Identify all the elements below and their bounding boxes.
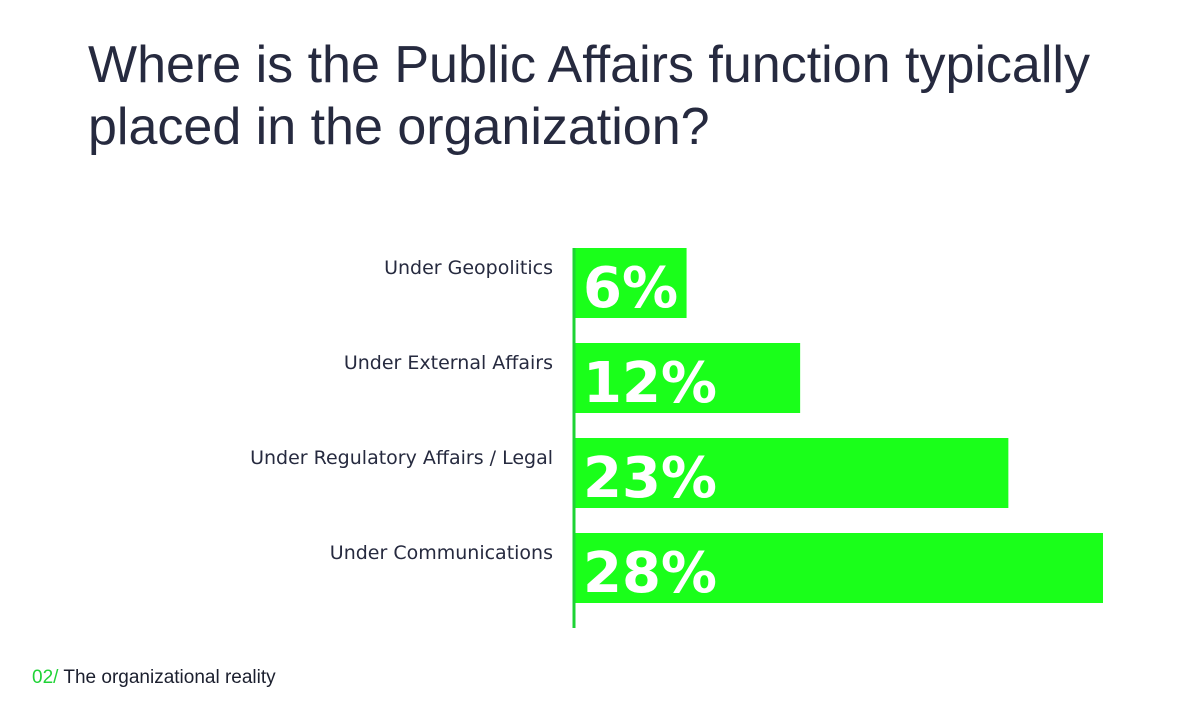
section-footer: 02/ The organizational reality (32, 667, 276, 689)
bar (573, 343, 801, 413)
category-label: Under Regulatory Affairs / Legal (250, 447, 553, 469)
value-label: 12% (583, 351, 717, 416)
category-label: Under Communications (330, 542, 553, 564)
section-name: The organizational reality (63, 667, 276, 688)
bar (573, 248, 687, 318)
category-label: Under Geopolitics (384, 257, 553, 279)
bar (573, 533, 1103, 603)
value-label: 6% (583, 256, 678, 321)
chart-title: Where is the Public Affairs function typ… (88, 36, 1090, 156)
value-label: 23% (583, 446, 717, 511)
value-label: 28% (583, 541, 717, 606)
category-label: Under External Affairs (344, 352, 553, 374)
bar (573, 438, 1009, 508)
section-number: 02/ (32, 667, 59, 688)
